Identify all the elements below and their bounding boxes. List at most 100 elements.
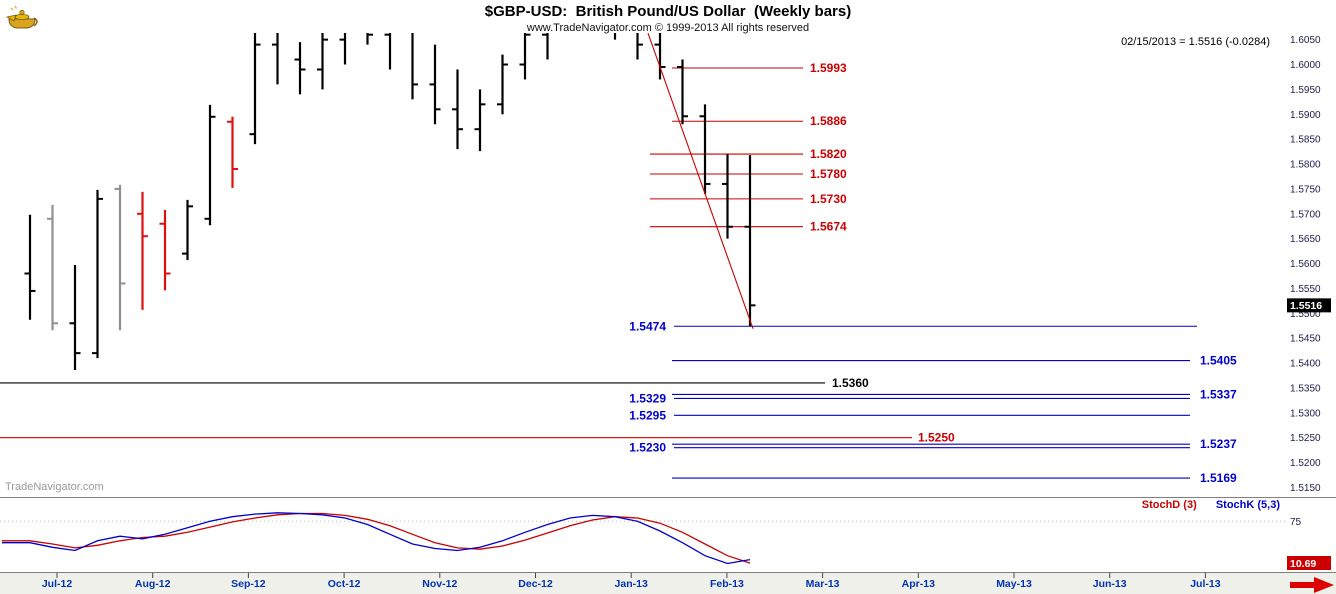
- month-label: Jul-13: [1190, 578, 1221, 590]
- ohlc-bar: [654, 33, 666, 80]
- price-axis-label: 1.6050: [1290, 35, 1321, 46]
- scroll-right-arrow[interactable]: [1290, 577, 1334, 593]
- svg-text:10.69: 10.69: [1290, 558, 1316, 570]
- ohlc-bar: [339, 33, 347, 65]
- price-axis-label: 1.5750: [1290, 184, 1321, 195]
- watermark: TradeNavigator.com: [5, 481, 104, 493]
- ohlc-bar: [565, 0, 576, 30]
- price-axis-label: 1.5800: [1290, 160, 1321, 171]
- stoch-value-badge: 10.69: [1287, 556, 1331, 570]
- stochd-line[interactable]: [2, 512, 751, 564]
- month-label: Sep-12: [231, 578, 266, 590]
- price-bars-layer: [24, 0, 756, 371]
- ohlc-bar: [317, 33, 328, 90]
- level-label-1.5405: 1.5405: [1200, 354, 1237, 368]
- level-label-1.5329: 1.5329: [629, 391, 666, 405]
- level-label-1.5474: 1.5474: [629, 319, 666, 333]
- ohlc-bar: [159, 209, 171, 291]
- ohlc-bar: [114, 184, 126, 331]
- level-label-1.5237: 1.5237: [1200, 437, 1237, 451]
- level-label-1.5360: 1.5360: [832, 376, 869, 390]
- month-label: Dec-12: [518, 578, 553, 590]
- ohlc-bar: [272, 33, 279, 85]
- current-price-badge: 1.5516: [1287, 298, 1331, 313]
- ohlc-bar: [677, 59, 688, 125]
- ohlc-bar: [429, 44, 441, 125]
- ohlc-bar: [182, 199, 193, 261]
- price-axis-label: 1.5500: [1290, 309, 1321, 320]
- price-axis-label: 1.5300: [1290, 408, 1321, 419]
- price-axis-label: 1.5700: [1290, 209, 1321, 220]
- ohlc-bar: [587, 0, 598, 25]
- price-axis-label: 1.5600: [1290, 259, 1321, 270]
- ohlc-bar: [699, 104, 711, 194]
- price-axis-label: 1.6000: [1290, 60, 1321, 71]
- ohlc-bar: [227, 116, 238, 188]
- ohlc-bar: [366, 33, 373, 45]
- price-axis-label: 1.5950: [1290, 85, 1321, 96]
- stoch-scale-label: 75: [1290, 517, 1302, 528]
- price-axis-label: 1.5650: [1290, 234, 1321, 245]
- ohlc-bar: [24, 214, 36, 320]
- price-axis-label: 1.5200: [1290, 458, 1321, 469]
- price-axis-label: 1.5150: [1290, 483, 1321, 494]
- svg-text:1.5516: 1.5516: [1290, 300, 1322, 312]
- ohlc-bar: [92, 189, 103, 359]
- month-label: Feb-13: [710, 578, 744, 590]
- price-axis-label: 1.5350: [1290, 383, 1321, 394]
- ohlc-bar: [613, 33, 617, 40]
- month-label: May-13: [996, 578, 1032, 590]
- indicator-legend: StochD (3) StochK (5,3): [1142, 499, 1280, 511]
- ohlc-bar: [69, 265, 81, 371]
- price-axis-label: 1.5900: [1290, 110, 1321, 121]
- level-label-1.5295: 1.5295: [629, 408, 666, 422]
- month-label: Mar-13: [806, 578, 840, 590]
- ohlc-bar: [542, 33, 549, 60]
- month-label: Jul-12: [42, 578, 73, 590]
- ohlc-bar: [497, 54, 508, 115]
- x-axis-strip: [0, 573, 1336, 594]
- stochd-legend-label[interactable]: StochD (3): [1141, 499, 1197, 511]
- price-axis-label: 1.5250: [1290, 433, 1321, 444]
- price-axis-label: 1.5450: [1290, 334, 1321, 345]
- ohlc-bar: [722, 154, 733, 239]
- stochk-legend-label[interactable]: StochK (5,3): [1215, 499, 1280, 511]
- ohlc-bar: [519, 33, 531, 80]
- chart-subtitle: www.TradeNavigator.com © 1999-2013 All r…: [526, 22, 810, 34]
- ohlc-bar: [137, 191, 148, 310]
- ohlc-bar: [204, 104, 216, 226]
- level-label-1.5674: 1.5674: [810, 220, 847, 234]
- price-axis-label: 1.5400: [1290, 359, 1321, 370]
- ohlc-bar: [474, 89, 486, 152]
- level-label-1.5886: 1.5886: [810, 114, 847, 128]
- level-label-1.5169: 1.5169: [1200, 471, 1237, 485]
- level-label-1.5993: 1.5993: [810, 61, 847, 75]
- ohlc-bar: [249, 33, 261, 145]
- level-label-1.5820: 1.5820: [810, 147, 847, 161]
- trade-navigator-logo: [5, 5, 38, 29]
- ohlc-bar: [411, 33, 418, 100]
- chart-title: $GBP-USD: British Pound/US Dollar (Weekl…: [484, 3, 852, 20]
- level-label-1.5250: 1.5250: [918, 431, 955, 445]
- price-axis-label: 1.5850: [1290, 135, 1321, 146]
- ohlc-bar: [47, 204, 58, 331]
- level-label-1.5230: 1.5230: [629, 441, 666, 455]
- level-label-1.5780: 1.5780: [810, 167, 847, 181]
- price-axis-label: 1.5550: [1290, 284, 1321, 295]
- stochk-line[interactable]: [2, 512, 751, 565]
- ohlc-bar: [452, 69, 463, 150]
- ohlc-bar: [294, 42, 306, 95]
- month-label: Aug-12: [135, 578, 171, 590]
- ohlc-bar: [636, 33, 643, 60]
- level-label-1.5337: 1.5337: [1200, 387, 1237, 401]
- level-label-1.5730: 1.5730: [810, 192, 847, 206]
- ohlc-bar: [744, 155, 756, 327]
- month-label: Nov-12: [422, 578, 457, 590]
- ohlc-bar: [384, 33, 392, 70]
- down-trendline[interactable]: [647, 33, 754, 329]
- month-label: Jun-13: [1093, 578, 1127, 590]
- month-label: Apr-13: [902, 578, 935, 590]
- month-label: Jan-13: [615, 578, 648, 590]
